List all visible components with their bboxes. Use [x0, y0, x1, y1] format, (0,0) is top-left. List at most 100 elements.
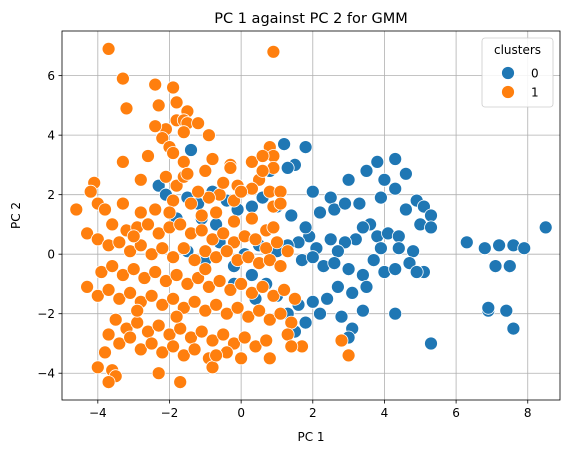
data-point-cluster-1: [133, 342, 148, 357]
data-point-cluster-1: [158, 169, 173, 184]
data-point-cluster-1: [123, 330, 138, 345]
data-point-cluster-0: [424, 208, 438, 223]
data-point-cluster-1: [98, 345, 112, 360]
data-point-cluster-0: [502, 259, 517, 274]
data-point-cluster-1: [216, 327, 231, 342]
data-point-cluster-1: [119, 101, 134, 116]
data-point-cluster-1: [241, 250, 256, 265]
data-point-cluster-1: [151, 366, 166, 381]
data-point-cluster-1: [234, 351, 249, 366]
data-point-cluster-1: [130, 315, 145, 330]
data-point-cluster-1: [101, 282, 116, 297]
data-point-cluster-1: [234, 184, 249, 199]
data-point-cluster-1: [205, 152, 220, 166]
x-tick-label: 8: [524, 406, 532, 420]
x-tick-label: −4: [89, 406, 107, 420]
data-point-cluster-1: [223, 160, 238, 175]
data-point-cluster-1: [273, 306, 288, 321]
data-point-cluster-1: [144, 336, 159, 351]
data-point-cluster-1: [155, 345, 170, 360]
data-point-cluster-1: [284, 339, 299, 354]
data-point-cluster-1: [169, 309, 184, 324]
data-point-cluster-1: [166, 80, 181, 95]
data-point-cluster-0: [330, 279, 345, 294]
data-point-cluster-1: [259, 333, 274, 348]
data-point-cluster-0: [244, 199, 259, 214]
data-point-cluster-1: [201, 190, 216, 205]
data-point-cluster-1: [69, 202, 84, 217]
data-point-cluster-1: [209, 205, 224, 220]
legend-box: [481, 37, 554, 108]
data-point-cluster-1: [90, 232, 105, 247]
data-point-cluster-1: [144, 288, 159, 303]
legend-label-0: 0: [531, 67, 539, 81]
data-point-cluster-1: [205, 333, 220, 348]
data-point-cluster-1: [262, 253, 277, 268]
data-point-cluster-1: [101, 42, 116, 56]
legend-marker-1: [501, 85, 515, 99]
data-point-cluster-1: [198, 244, 213, 259]
data-point-cluster-1: [98, 202, 112, 217]
data-point-cluster-1: [83, 184, 98, 199]
data-point-cluster-0: [341, 262, 356, 277]
data-point-cluster-0: [481, 300, 496, 315]
data-point-cluster-0: [388, 262, 403, 277]
data-point-cluster-0: [409, 265, 424, 279]
data-point-cluster-0: [406, 244, 421, 259]
data-point-cluster-1: [262, 351, 277, 366]
data-point-cluster-0: [517, 241, 532, 256]
data-point-cluster-1: [151, 98, 166, 113]
legend-title: clusters: [494, 43, 541, 57]
data-point-cluster-0: [305, 294, 320, 309]
plot-area-frame: [61, 30, 561, 401]
data-point-cluster-1: [80, 279, 94, 294]
x-tick-label: 6: [452, 406, 460, 420]
data-point-cluster-0: [459, 235, 474, 250]
data-point-cluster-1: [151, 226, 166, 241]
data-point-cluster-1: [230, 300, 245, 315]
data-point-cluster-0: [359, 163, 374, 178]
data-point-cluster-1: [198, 303, 213, 318]
data-point-cluster-1: [273, 184, 288, 199]
data-point-cluster-1: [105, 217, 120, 232]
data-point-cluster-1: [194, 223, 209, 238]
data-point-cluster-0: [355, 268, 370, 282]
data-point-cluster-0: [330, 244, 345, 259]
data-points: [69, 42, 553, 390]
data-point-cluster-1: [180, 276, 195, 291]
data-point-cluster-0: [373, 241, 388, 256]
data-point-cluster-0: [327, 256, 342, 271]
data-point-cluster-0: [398, 166, 413, 181]
data-point-cluster-1: [173, 321, 188, 336]
data-point-cluster-1: [216, 226, 231, 241]
data-point-cluster-1: [123, 285, 138, 300]
data-point-cluster-0: [388, 181, 403, 196]
data-point-cluster-1: [277, 282, 292, 297]
data-point-cluster-1: [191, 184, 206, 199]
data-point-cluster-0: [323, 190, 338, 205]
data-point-cluster-1: [155, 131, 170, 146]
data-point-cluster-1: [108, 312, 123, 327]
data-point-cluster-0: [305, 184, 320, 199]
data-point-cluster-1: [223, 282, 238, 297]
data-point-cluster-1: [244, 154, 259, 169]
data-point-cluster-0: [370, 154, 385, 169]
data-point-cluster-1: [133, 205, 148, 220]
data-point-cluster-0: [313, 306, 327, 321]
data-point-cluster-1: [187, 253, 202, 268]
x-axis-label: PC 1: [297, 430, 324, 444]
data-point-cluster-1: [191, 116, 206, 131]
data-point-cluster-0: [323, 232, 338, 247]
data-point-cluster-1: [216, 175, 231, 190]
data-point-cluster-1: [162, 205, 177, 220]
data-point-cluster-1: [176, 154, 191, 169]
data-point-cluster-1: [126, 229, 141, 244]
data-point-cluster-1: [205, 360, 220, 375]
data-point-cluster-1: [166, 193, 181, 208]
data-point-cluster-1: [284, 315, 299, 330]
data-point-cluster-0: [305, 250, 320, 265]
data-point-cluster-1: [116, 196, 130, 211]
data-point-cluster-1: [169, 95, 184, 110]
data-point-cluster-1: [133, 172, 148, 187]
y-tick-label: −2: [37, 307, 55, 321]
